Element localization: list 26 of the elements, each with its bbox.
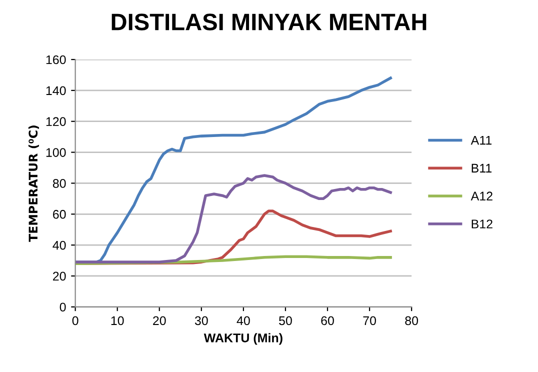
y-tick-label: 20 <box>53 272 66 281</box>
line-series <box>75 174 392 264</box>
y-tick-label: 80 <box>52 179 66 188</box>
x-tick-label: 20 <box>153 316 166 326</box>
y-tick-label: 120 <box>46 117 66 126</box>
x-tick-label: 70 <box>363 316 376 326</box>
x-tick-label: 10 <box>111 316 124 326</box>
y-tick-label: 0 <box>60 302 66 312</box>
chart-title: DISTILASI MINYAK MENTAH <box>112 14 426 30</box>
x-tick-label: 50 <box>279 316 292 326</box>
x-tick-label: 30 <box>194 316 208 326</box>
y-tick-label: 40 <box>52 240 66 250</box>
y-tick-label: 160 <box>46 55 66 64</box>
y-axis-title: TEMPERATUR (⁰C) <box>28 126 39 242</box>
y-tick-label: 60 <box>53 210 66 219</box>
x-tick-label: 0 <box>72 316 78 326</box>
x-tick-label: 40 <box>236 316 250 326</box>
legend-label: A11 <box>470 136 492 145</box>
x-tick-label: 80 <box>405 316 418 326</box>
legend-label: A12 <box>470 192 492 200</box>
legend-label: B12 <box>472 220 492 228</box>
legend-label: B11 <box>472 164 492 172</box>
y-tick-label: 100 <box>46 148 66 157</box>
x-tick-label: 60 <box>321 316 334 326</box>
x-axis-title: WAKTU (Min) <box>204 333 282 345</box>
y-tick-label: 140 <box>46 86 66 96</box>
